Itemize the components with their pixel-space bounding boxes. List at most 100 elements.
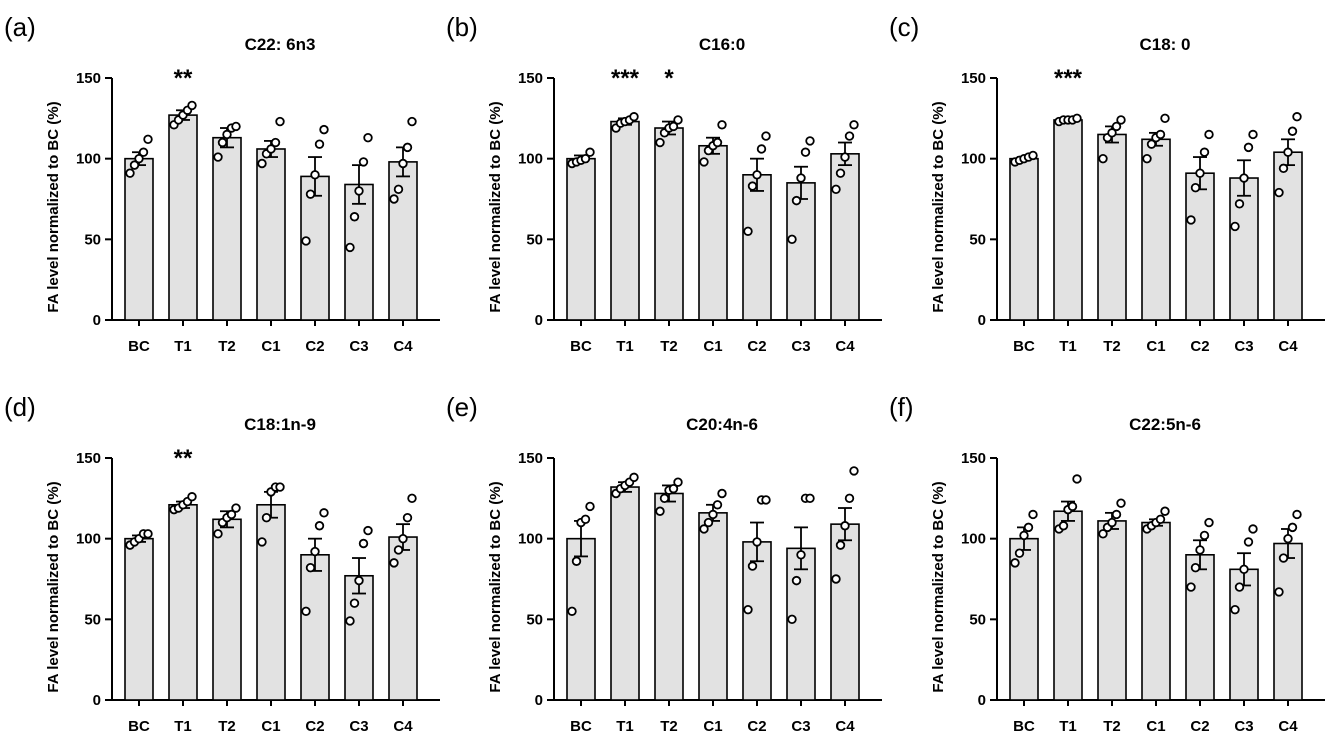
data-point bbox=[673, 477, 683, 487]
x-tick-label: C4 bbox=[835, 338, 855, 355]
y-axis-label: FA level normalized to BC (%) bbox=[930, 481, 947, 692]
x-tick-label: T1 bbox=[616, 338, 634, 355]
bar bbox=[1053, 510, 1083, 701]
data-point bbox=[1107, 128, 1117, 138]
panel-letter: (b) bbox=[446, 12, 478, 42]
bar bbox=[1097, 133, 1127, 321]
y-tick-label: 150 bbox=[961, 70, 986, 87]
data-point bbox=[703, 517, 714, 528]
data-point bbox=[305, 563, 316, 573]
panel-letter: (d) bbox=[4, 392, 36, 422]
data-point bbox=[261, 512, 272, 523]
bar bbox=[344, 574, 374, 701]
y-tick-label: 150 bbox=[76, 70, 101, 87]
data-point bbox=[712, 500, 723, 510]
x-tick-label: C3 bbox=[791, 338, 810, 355]
data-point bbox=[791, 195, 802, 206]
data-point bbox=[1243, 142, 1254, 153]
panel-title: C18:1n-9 bbox=[244, 415, 316, 434]
data-point bbox=[699, 524, 709, 534]
data-point bbox=[761, 131, 771, 141]
x-tick-label: C1 bbox=[261, 718, 280, 734]
data-point bbox=[1160, 113, 1170, 124]
bar bbox=[300, 175, 330, 321]
bar bbox=[212, 136, 242, 321]
data-point bbox=[849, 466, 859, 476]
y-tick-label: 100 bbox=[961, 531, 986, 548]
bar bbox=[1185, 554, 1215, 701]
data-point bbox=[1155, 514, 1166, 525]
x-tick-label: C1 bbox=[1146, 718, 1165, 734]
data-point bbox=[756, 144, 767, 154]
y-axis-label: FA level normalized to BC (%) bbox=[487, 101, 504, 312]
bar bbox=[168, 114, 198, 321]
data-point bbox=[389, 194, 399, 204]
y-tick-label: 150 bbox=[76, 450, 101, 467]
x-tick-label: T1 bbox=[174, 338, 192, 355]
bar bbox=[698, 144, 728, 321]
bar bbox=[566, 157, 596, 321]
significance-label: * bbox=[664, 65, 674, 92]
x-tick-label: C3 bbox=[1234, 338, 1253, 355]
data-point bbox=[314, 521, 325, 531]
x-tick-label: T1 bbox=[1059, 338, 1077, 355]
panel-title: C18: 0 bbox=[1139, 35, 1190, 54]
y-tick-label: 150 bbox=[518, 450, 543, 467]
data-point bbox=[1072, 474, 1082, 484]
data-point bbox=[1292, 112, 1302, 122]
data-point bbox=[1230, 604, 1240, 615]
data-point bbox=[345, 616, 355, 626]
x-tick-label: BC bbox=[128, 338, 150, 355]
y-tick-label: 0 bbox=[978, 312, 986, 329]
data-point bbox=[349, 212, 360, 222]
data-point bbox=[747, 181, 758, 191]
data-point bbox=[358, 538, 369, 549]
bar bbox=[1229, 177, 1259, 321]
significance-label: *** bbox=[1054, 65, 1083, 92]
data-point bbox=[1292, 509, 1302, 520]
data-point bbox=[305, 189, 316, 199]
data-point bbox=[143, 529, 153, 539]
y-tick-label: 0 bbox=[93, 692, 101, 709]
y-axis-label: FA level normalized to BC (%) bbox=[45, 481, 62, 692]
x-tick-label: C3 bbox=[349, 718, 368, 734]
data-point bbox=[580, 153, 591, 164]
y-tick-label: 50 bbox=[526, 611, 543, 628]
data-point bbox=[1230, 221, 1240, 232]
x-tick-label: T2 bbox=[1103, 338, 1121, 355]
data-point bbox=[1186, 582, 1196, 592]
data-point bbox=[257, 537, 267, 547]
bar bbox=[1009, 157, 1039, 321]
data-point bbox=[1146, 139, 1157, 149]
data-point bbox=[1111, 121, 1122, 132]
data-point bbox=[354, 575, 364, 586]
data-point bbox=[580, 514, 591, 525]
bar bbox=[1229, 568, 1259, 701]
bar bbox=[168, 503, 198, 701]
data-point bbox=[1019, 530, 1029, 541]
data-point bbox=[134, 153, 144, 164]
x-tick-label: T1 bbox=[616, 718, 634, 734]
data-point bbox=[787, 614, 797, 625]
bar bbox=[256, 503, 286, 701]
data-point bbox=[743, 604, 753, 615]
y-tick-label: 100 bbox=[518, 531, 543, 548]
data-point bbox=[1239, 564, 1249, 575]
data-point bbox=[389, 558, 399, 568]
data-point bbox=[805, 493, 815, 504]
data-point bbox=[398, 533, 408, 544]
data-point bbox=[407, 116, 417, 127]
data-point bbox=[1098, 153, 1108, 164]
data-point bbox=[1010, 558, 1020, 568]
x-tick-label: C4 bbox=[1278, 338, 1298, 355]
data-point bbox=[1283, 147, 1293, 157]
x-tick-label: T1 bbox=[174, 718, 192, 734]
bar bbox=[256, 148, 286, 321]
data-point bbox=[363, 525, 373, 536]
data-point bbox=[1190, 563, 1201, 573]
data-point bbox=[840, 152, 850, 162]
panel-5: (f) C22:5n-6 FA level normalized to BC (%)… bbox=[889, 392, 1325, 735]
data-point bbox=[407, 493, 417, 504]
panel-1: (b) C16:0 FA level normalized to BC (%) 0 50… bbox=[446, 12, 882, 355]
